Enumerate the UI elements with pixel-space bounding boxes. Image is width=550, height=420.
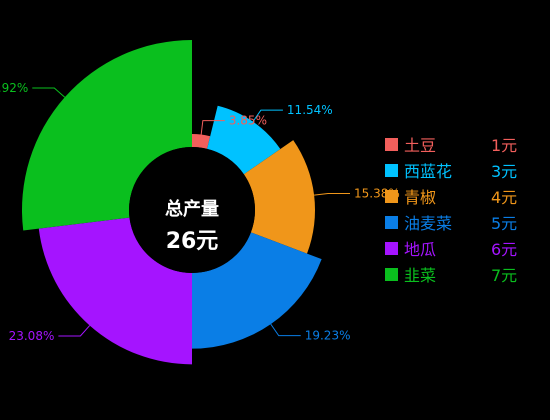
leader-line-3 [314, 192, 351, 196]
legend-swatch-2[interactable] [385, 164, 398, 177]
pie-slices [21, 40, 322, 365]
legend-swatch-1[interactable] [385, 138, 398, 151]
legend-name-1[interactable]: 土豆 [404, 136, 436, 155]
donut-hole [129, 147, 255, 273]
legend-value-5: 6元 [491, 240, 517, 259]
pie-slice-6[interactable] [21, 40, 192, 231]
percent-label-5: 23.08% [9, 329, 55, 343]
leader-line-5 [58, 325, 91, 337]
pie-slice-2[interactable] [207, 105, 281, 175]
legend-swatch-5[interactable] [385, 242, 398, 255]
legend-name-6[interactable]: 韭菜 [404, 266, 436, 285]
percent-label-6: 26.92% [0, 81, 28, 95]
legend-swatch-6[interactable] [385, 268, 398, 281]
leader-line-6 [32, 87, 66, 98]
percent-label-1: 3.85% [229, 114, 267, 128]
pie-slice-1[interactable] [192, 134, 211, 149]
percent-label-2: 11.54% [287, 103, 333, 117]
leader-line-4 [270, 323, 301, 337]
pie-slice-4[interactable] [192, 232, 322, 349]
center-value: 26元 [166, 229, 219, 254]
legend-value-4: 5元 [491, 214, 517, 233]
legend-swatch-4[interactable] [385, 216, 398, 229]
legend-value-2: 3元 [491, 162, 517, 181]
legend-name-3[interactable]: 青椒 [404, 188, 436, 207]
leader-line-1 [200, 120, 225, 135]
legend-name-2[interactable]: 西蓝花 [404, 162, 452, 181]
leader-line-2 [252, 109, 283, 122]
legend-value-6: 7元 [491, 266, 517, 285]
legend-value-1: 1元 [491, 136, 517, 155]
percent-label-4: 19.23% [305, 329, 351, 343]
legend-value-3: 4元 [491, 188, 517, 207]
legend-name-5[interactable]: 地瓜 [404, 240, 436, 259]
legend-name-4[interactable]: 油麦菜 [404, 214, 452, 233]
legend-swatch-3[interactable] [385, 190, 398, 203]
center-title: 总产量 [165, 198, 219, 220]
pie-slice-5[interactable] [38, 217, 192, 365]
pie-slice-3[interactable] [243, 140, 315, 254]
label-leader-lines [32, 87, 351, 337]
